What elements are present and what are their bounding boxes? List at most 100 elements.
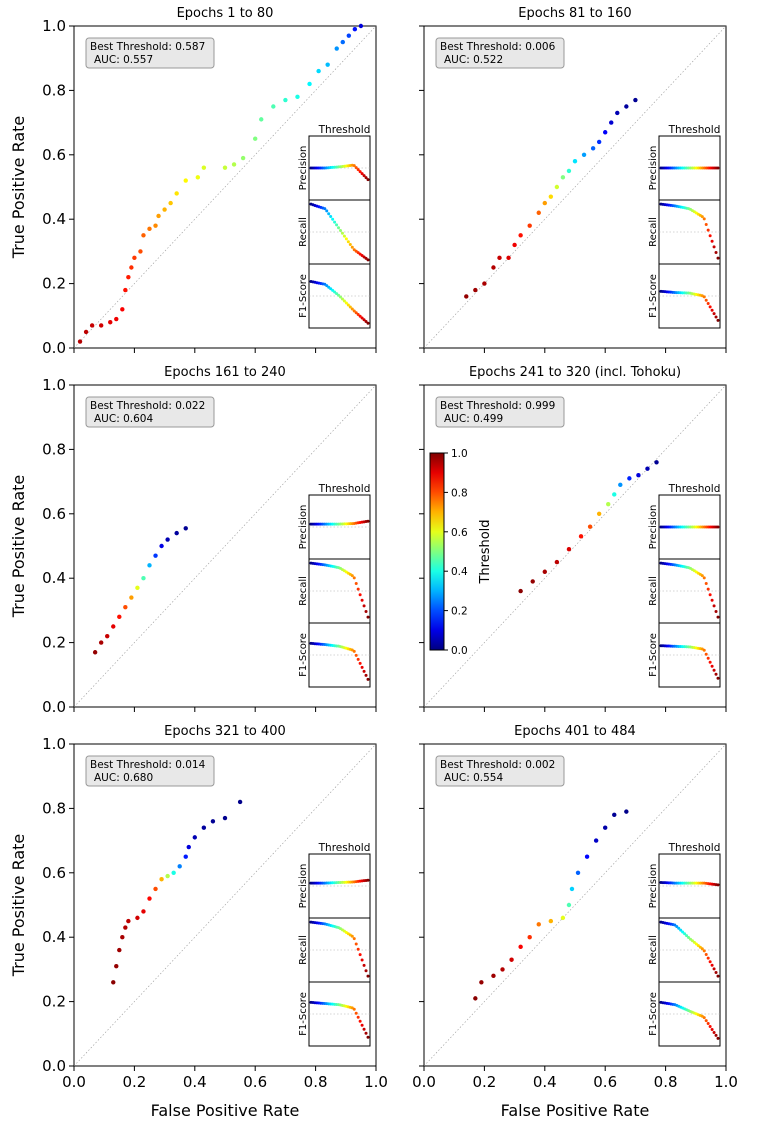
roc-point xyxy=(497,255,502,261)
inset-label-f1: F1-Score xyxy=(298,992,309,1036)
inset-label-f1: F1-Score xyxy=(298,633,309,677)
inset-point xyxy=(685,934,689,938)
info-box xyxy=(435,755,565,787)
roc-point xyxy=(201,825,207,830)
roc-point xyxy=(222,165,228,170)
inset-label-f1: F1-Score xyxy=(648,633,659,677)
y-tick-label: 0.6 xyxy=(42,864,66,882)
roc-point xyxy=(201,165,207,170)
roc-point xyxy=(135,915,140,921)
inset-point xyxy=(366,974,370,978)
best-threshold-label: Best Threshold: 0.014 xyxy=(90,759,206,771)
inset-point xyxy=(354,166,358,170)
inset-label-precision: Precision xyxy=(298,505,309,550)
inset-point xyxy=(710,963,714,967)
inset-point xyxy=(702,1016,706,1020)
inset-point xyxy=(356,947,360,951)
auc-label: AUC: 0.680 xyxy=(94,772,153,784)
roc-point xyxy=(518,588,523,594)
inset-point xyxy=(704,652,708,656)
inset-point xyxy=(366,258,370,262)
inset-point xyxy=(706,587,710,591)
roc-point xyxy=(566,902,572,908)
inset-point xyxy=(704,582,708,585)
y-tick-label: 0.6 xyxy=(42,146,66,164)
inset-point xyxy=(364,320,368,323)
inset-label-recall: Recall xyxy=(298,217,309,247)
inset-point xyxy=(716,676,720,680)
roc-point xyxy=(624,104,629,109)
roc-panel-2: Epochs 81 to 160 Best Threshold: 0.006AUC… xyxy=(419,6,727,353)
inset-label-recall: Recall xyxy=(298,935,309,965)
colorbar-gradient xyxy=(429,452,445,651)
roc-point xyxy=(581,152,587,157)
roc-point xyxy=(618,482,623,488)
roc-point xyxy=(536,210,541,215)
roc-point xyxy=(334,46,339,51)
roc-point xyxy=(237,799,243,805)
roc-point xyxy=(138,249,143,254)
inset-subplot-f1 xyxy=(308,981,371,1047)
roc-point xyxy=(566,168,572,174)
inset-point xyxy=(708,593,712,597)
info-box xyxy=(85,37,215,69)
roc-point xyxy=(92,650,98,655)
inset-point xyxy=(716,615,720,619)
roc-point xyxy=(542,569,547,574)
colorbar-tick-label: 0.4 xyxy=(451,566,468,578)
roc-point xyxy=(627,476,632,481)
roc-point xyxy=(548,194,554,199)
inset-subplot-f1 xyxy=(658,981,721,1047)
inset-title: Threshold xyxy=(668,483,721,495)
inset-point xyxy=(360,958,364,962)
y-tick-label: 0.8 xyxy=(42,799,66,817)
roc-point xyxy=(566,547,572,552)
inset-point xyxy=(352,649,356,653)
roc-point xyxy=(575,870,581,875)
inset-point xyxy=(677,926,681,930)
y-tick-label: 0.8 xyxy=(42,81,66,99)
y-tick-label: 1.0 xyxy=(42,735,66,753)
roc-point xyxy=(123,287,128,293)
y-tick-label: 0.4 xyxy=(42,210,66,228)
panel-title: Epochs 321 to 400 xyxy=(164,724,286,739)
colorbar-tick-label: 0.2 xyxy=(451,606,468,618)
inset-point xyxy=(714,1033,718,1037)
best-threshold-label: Best Threshold: 0.999 xyxy=(440,400,555,412)
y-tick-label: 0.4 xyxy=(42,928,66,946)
inset-point xyxy=(360,316,364,320)
diagonal-reference-line xyxy=(73,384,377,708)
inset-point xyxy=(712,312,716,316)
roc-point xyxy=(156,213,161,219)
inset-point xyxy=(323,207,327,211)
x-tick-label: 0.0 xyxy=(62,1073,86,1091)
inset-title: Threshold xyxy=(668,124,721,136)
auc-label: AUC: 0.557 xyxy=(94,54,153,66)
inset-point xyxy=(331,217,335,221)
inset-title: Threshold xyxy=(318,842,371,854)
roc-point xyxy=(183,854,188,859)
inset-point xyxy=(356,312,360,316)
y-tick-label: 1.0 xyxy=(42,376,66,394)
roc-point xyxy=(126,274,131,280)
inset-point xyxy=(354,582,358,585)
inset-point xyxy=(362,318,366,322)
inset-point xyxy=(342,299,346,303)
inset-point xyxy=(716,166,720,170)
roc-point xyxy=(473,287,478,293)
roc-point xyxy=(147,896,152,901)
panel-title: Epochs 401 to 484 xyxy=(514,724,636,739)
inset-point xyxy=(366,677,370,681)
roc-point xyxy=(111,624,116,629)
roc-point xyxy=(584,854,590,859)
roc-point xyxy=(609,120,614,125)
y-tick-label: 0.2 xyxy=(42,275,66,293)
diagonal-reference-line xyxy=(73,743,377,1067)
inset-point xyxy=(366,878,370,882)
inset-point xyxy=(706,956,710,960)
roc-point xyxy=(316,68,321,74)
inset-title: Threshold xyxy=(668,842,721,854)
x-tick-label: 0.4 xyxy=(183,1073,207,1091)
inset-point xyxy=(327,212,331,216)
inset-label-precision: Precision xyxy=(648,864,659,909)
